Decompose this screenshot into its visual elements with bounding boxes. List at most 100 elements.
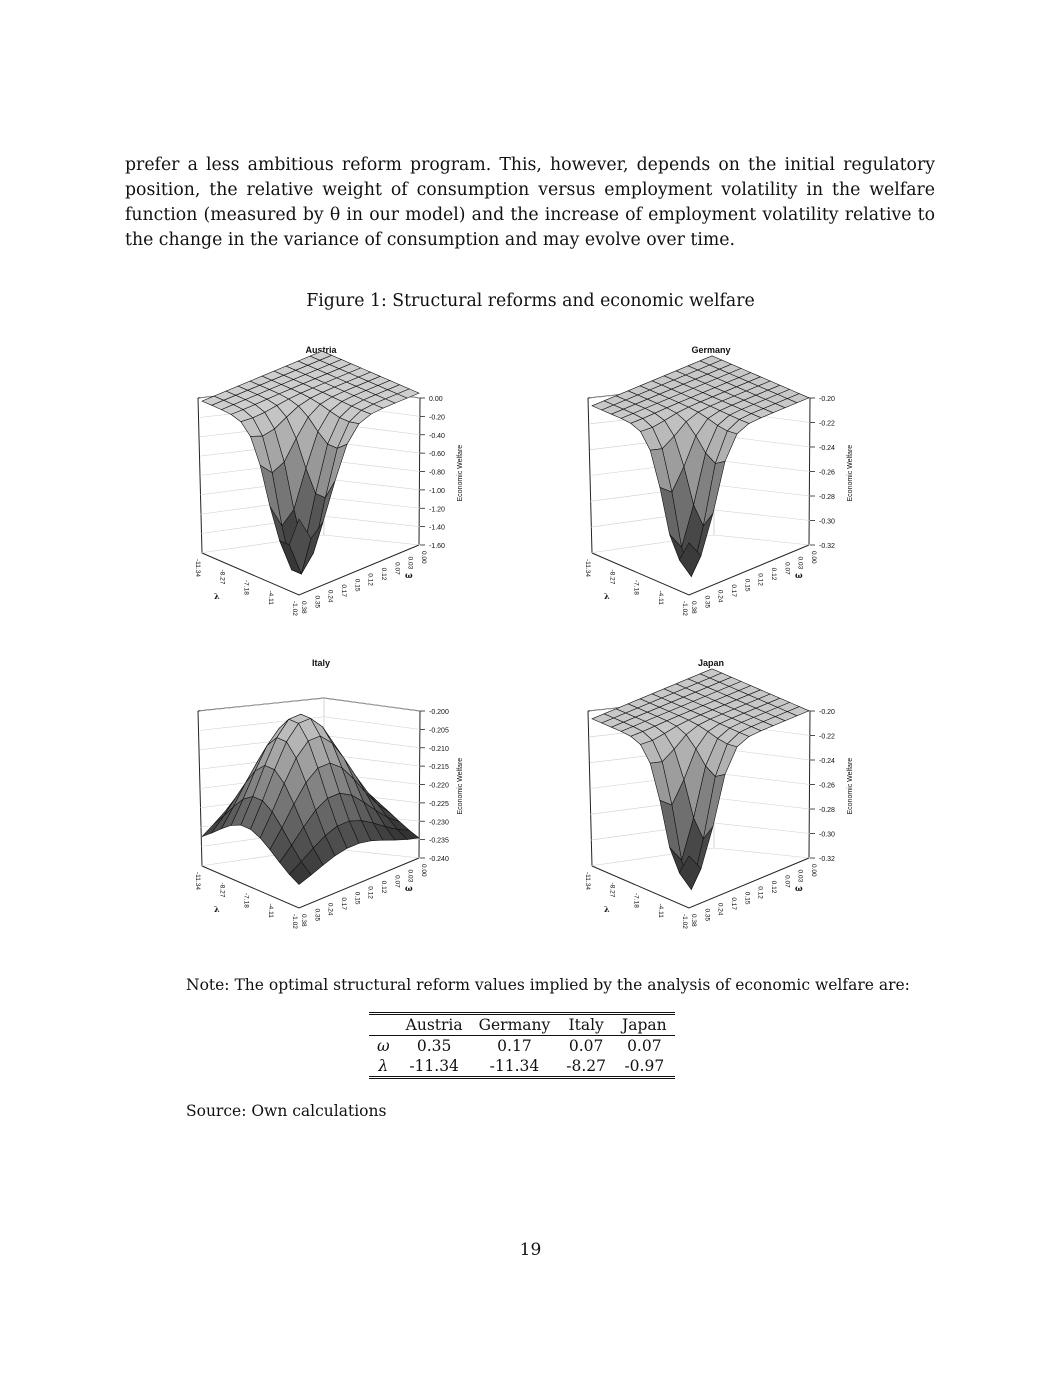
z-tick-label: -0.30: [819, 519, 835, 526]
floor-edge: [201, 544, 420, 596]
lambda-tick-label: -7.18: [633, 893, 640, 908]
lambda-tick-label: -8.27: [608, 883, 615, 898]
z-tick-label: -0.240: [429, 856, 449, 863]
omega-tick-label: 0.00: [420, 864, 427, 877]
lambda-tick-label: -7.18: [243, 580, 250, 595]
surface-chart: -0.200 -0.205 -0.210 -0.215 -0.220 -0.225 -0.2…: [194, 697, 464, 929]
paragraph-line: prefer a less ambitious reform program. …: [125, 155, 935, 175]
paragraph-line: function (measured by θ in our model) an…: [125, 205, 935, 225]
omega-tick-label: 0.12: [770, 881, 777, 894]
table-cell: -11.34: [489, 1057, 540, 1075]
z-axis-label: Economic Welfare: [457, 445, 464, 502]
lambda-axis-label: λ: [604, 591, 610, 601]
table-header-cell: Japan: [614, 1013, 675, 1036]
paragraph-line: position, the relative weight of consump…: [125, 180, 935, 200]
lambda-tick-label: -11.34: [584, 559, 591, 577]
lambda-tick-label: -7.18: [633, 580, 640, 595]
figure-caption: Figure 1: Structural reforms and economi…: [306, 291, 755, 311]
table-header-row: Austria Germany Italy Japan: [369, 1013, 675, 1036]
lambda-tick-label: -4.11: [657, 904, 664, 919]
omega-tick-label: 0.17: [730, 584, 737, 597]
page-number: 19: [519, 1240, 542, 1260]
floor-edge: [591, 544, 810, 596]
omega-tick-label: 0.00: [420, 551, 427, 564]
omega-tick-label: 0.12: [757, 573, 764, 586]
lambda-tick-label: -11.34: [584, 872, 591, 890]
omega-tick-label: 0.35: [703, 908, 710, 921]
lambda-tick-label: -1.02: [291, 601, 298, 616]
omega-tick-label: 0.12: [757, 886, 764, 899]
omega-tick-label: 0.07: [783, 875, 790, 888]
lambda-tick-label: -4.11: [657, 591, 664, 606]
z-tick-label: -0.235: [429, 838, 449, 845]
omega-tick-label: 0.38: [690, 914, 697, 927]
z-tick-label: -0.60: [429, 451, 445, 458]
z-tick-label: -0.230: [429, 819, 449, 826]
z-tick-label: -0.22: [819, 734, 835, 741]
omega-tick-label: 0.15: [353, 579, 360, 592]
table-cell: ω: [377, 1037, 390, 1055]
lambda-tick-label: -8.27: [218, 570, 225, 585]
omega-tick-label: 0.00: [810, 551, 817, 564]
lambda-tick-label: -7.18: [243, 893, 250, 908]
lambda-tick-label: -1.02: [291, 914, 298, 929]
z-tick-label: -0.26: [819, 783, 835, 790]
omega-tick-label: 0.38: [300, 914, 307, 927]
table-cell: 0.35: [416, 1037, 452, 1055]
z-tick-label: -0.20: [819, 396, 835, 403]
lambda-tick-label: -8.27: [608, 570, 615, 585]
plot-title: Austria: [305, 345, 337, 355]
omega-tick-label: 0.17: [730, 897, 737, 910]
omega-tick-label: 0.38: [300, 601, 307, 614]
floor-edge: [591, 857, 810, 909]
omega-axis-label: ω: [795, 883, 803, 893]
table-cell: -11.34: [409, 1057, 459, 1075]
z-axis-label: Economic Welfare: [457, 758, 464, 815]
table-cell: 0.07: [627, 1037, 662, 1055]
gridline: [199, 534, 421, 554]
omega-tick-label: 0.15: [743, 892, 750, 905]
omega-tick-label: 0.00: [810, 864, 817, 877]
optimal-values-table: Austria Germany Italy Japan ω 0.35 0.17 …: [369, 1012, 675, 1079]
body-paragraph: prefer a less ambitious reform program. …: [125, 153, 935, 253]
omega-tick-label: 0.24: [717, 903, 724, 916]
omega-tick-label: 0.07: [393, 562, 400, 575]
surface-chart: -0.20 -0.22 -0.24 -0.26 -0.28 -0.30 -0.32 Econo…: [584, 355, 854, 616]
table-cell: λ: [378, 1057, 389, 1075]
z-tick-label: -0.200: [429, 709, 449, 716]
surface-patch: [288, 861, 312, 885]
paragraph-line: the change in the variance of consumptio…: [125, 230, 735, 250]
z-tick-label: -0.28: [819, 807, 835, 814]
z-tick-label: -1.60: [429, 543, 445, 550]
omega-tick-label: 0.07: [783, 562, 790, 575]
surface-plot-italy: Italy -0.200 -0.205 -0.210 -0.215 -0.220 -0.2…: [186, 658, 486, 948]
source-note: Source: Own calculations: [186, 1102, 387, 1120]
z-tick-label: -0.205: [429, 727, 449, 734]
z-tick-label: -0.24: [819, 758, 835, 765]
omega-axis-label: ω: [405, 883, 413, 893]
omega-tick-label: 0.24: [717, 590, 724, 603]
omega-tick-label: 0.24: [327, 903, 334, 916]
figure-note: Note: The optimal structural reform valu…: [186, 976, 910, 994]
table-header-cell: Germany: [470, 1013, 559, 1036]
surface-plot-germany: Germany -0.20 -0.22 -0.24 -0.26 -0.28 -0.30 -0…: [576, 345, 876, 635]
z-tick-label: -0.22: [819, 421, 835, 428]
surface-patch: [678, 542, 702, 578]
gridline: [589, 847, 811, 867]
omega-tick-label: 0.17: [340, 897, 347, 910]
z-tick-label: -0.20: [429, 414, 445, 421]
omega-tick-label: 0.03: [407, 557, 414, 570]
omega-tick-label: 0.12: [367, 573, 374, 586]
omega-tick-label: 0.03: [797, 557, 804, 570]
plot-title: Japan: [697, 658, 724, 668]
z-tick-label: 0.00: [429, 396, 443, 403]
omega-tick-label: 0.12: [380, 568, 387, 581]
z-tick-label: -0.26: [819, 470, 835, 477]
floor-edge: [201, 857, 420, 909]
lambda-axis-label: λ: [604, 904, 610, 914]
omega-tick-label: 0.15: [743, 579, 750, 592]
lambda-tick-label: -1.02: [681, 914, 688, 929]
omega-tick-label: 0.35: [313, 595, 320, 608]
plot-title: Italy: [311, 658, 330, 668]
omega-tick-label: 0.12: [380, 881, 387, 894]
